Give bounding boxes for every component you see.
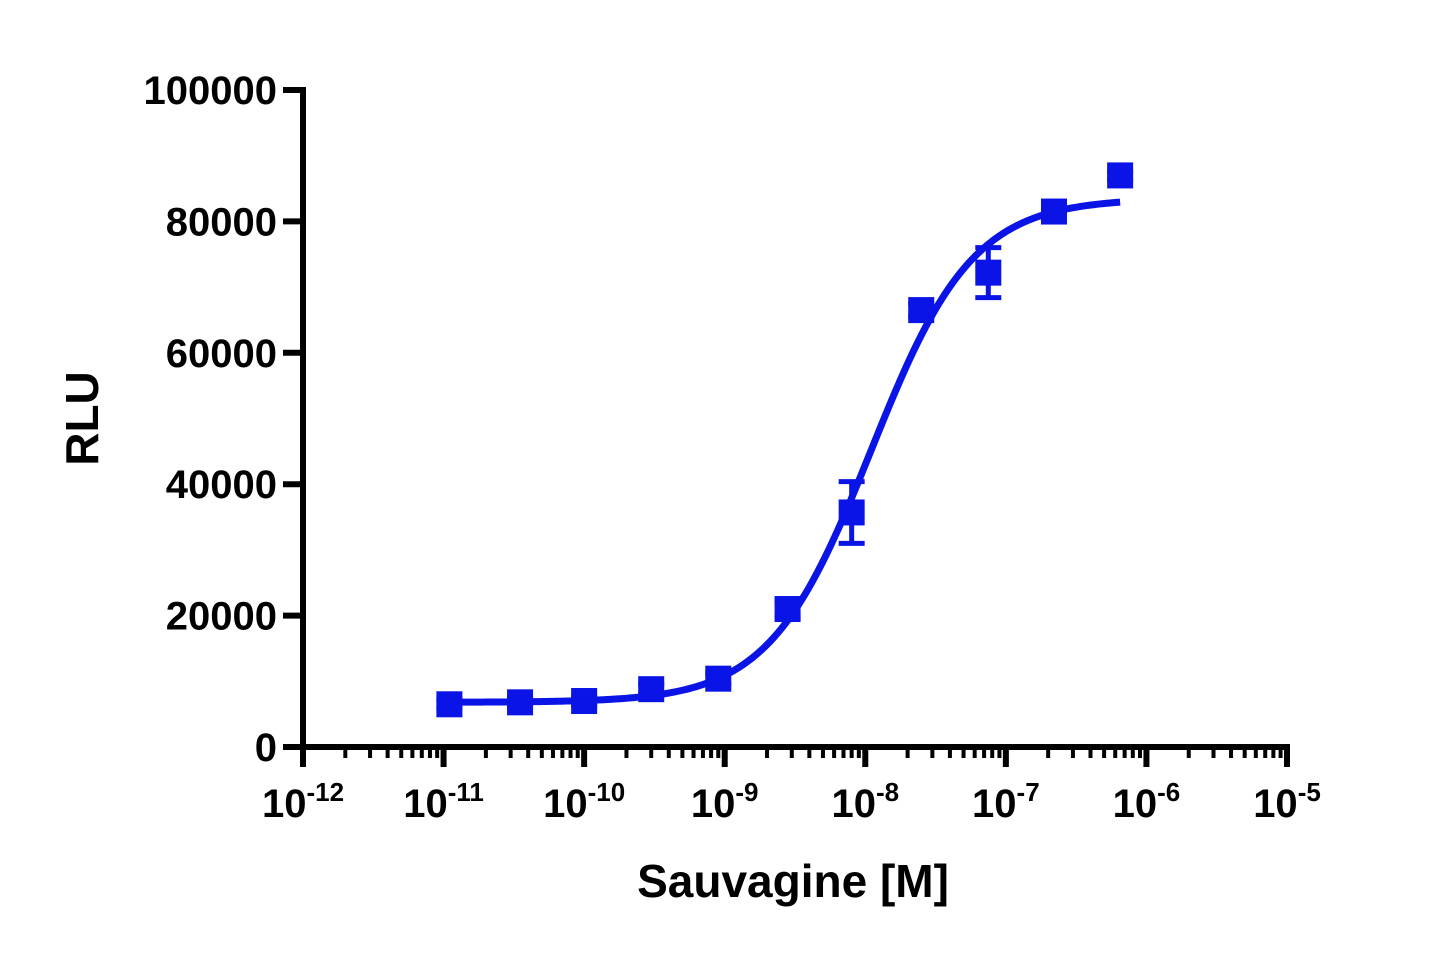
data-point [638,676,665,703]
x-tick-label: 10-10 [543,777,625,826]
data-marker [705,665,732,692]
x-tick-label: 10-9 [691,777,759,826]
x-tick-label: 10-11 [403,777,484,826]
data-marker [1107,162,1134,189]
data-marker [975,259,1002,286]
x-tick-label: 10-5 [1253,777,1321,826]
x-tick-label: 10-12 [262,777,344,826]
x-axis-title: Sauvagine [M] [637,855,949,907]
data-marker [571,688,598,715]
y-tick-label: 40000 [166,463,277,507]
data-point [838,479,865,546]
data-marker [1040,198,1067,225]
data-marker [774,596,801,623]
data-marker [638,676,665,703]
y-tick-label: 20000 [166,595,277,639]
data-point [975,245,1002,301]
data-point [571,688,598,715]
fit-curve [449,198,1121,706]
data-marker [838,499,865,526]
data-point [1040,198,1067,225]
data-point [436,691,463,718]
data-points-layer [436,162,1134,718]
y-tick-label: 100000 [144,69,277,113]
data-point [774,596,801,623]
x-axis: 10-12 10-11 10-10 10-9 10-8 10-7 10-6 10-5 [262,744,1321,826]
data-marker [436,691,463,718]
data-point [908,297,935,324]
y-axis-title: RLU [56,371,108,466]
data-point [705,665,732,692]
fit-curve-layer [449,198,1121,706]
data-point [1107,162,1134,189]
data-marker [908,297,935,324]
y-tick-label: 60000 [166,332,277,376]
x-tick-label: 10-8 [831,777,899,826]
y-tick-label: 80000 [166,200,277,244]
y-tick-label: 0 [255,726,277,770]
x-tick-label: 10-7 [972,777,1040,826]
y-axis: 0 20000 40000 60000 80000 100000 [144,69,306,770]
data-point [507,689,534,716]
data-marker [507,689,534,716]
x-tick-label: 10-6 [1113,777,1181,826]
